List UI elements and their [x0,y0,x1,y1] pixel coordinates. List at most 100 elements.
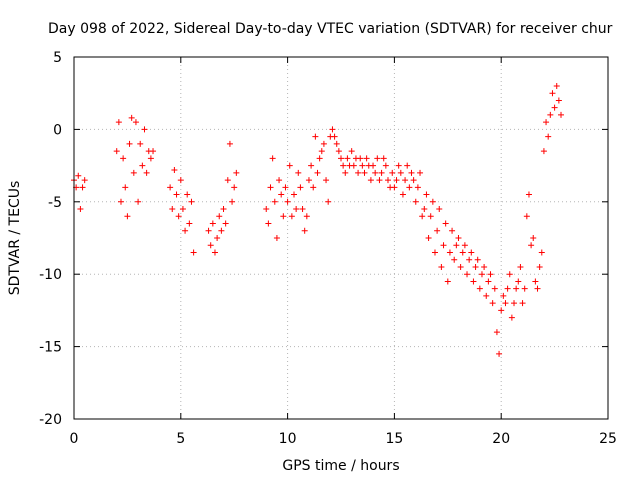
data-point [500,292,507,299]
y-tick-label: 0 [53,122,62,138]
data-point [470,278,477,285]
data-point [536,263,543,270]
data-point [207,242,214,249]
data-point [226,140,233,147]
data-point [461,242,468,249]
data-point [540,148,547,155]
data-point [171,166,178,173]
data-point [167,184,174,191]
data-point [478,271,485,278]
data-point [528,242,535,249]
data-point [182,227,189,234]
data-point [77,206,84,213]
data-point [340,162,347,169]
x-axis-ticks: 0 5 10 15 20 25 [70,57,617,447]
data-point [391,184,398,191]
data-point [173,191,180,198]
data-point [446,249,453,256]
data-point [344,155,351,162]
data-point [517,263,524,270]
data-point [412,198,419,205]
data-point [382,162,389,169]
data-point [282,184,289,191]
data-point [464,271,471,278]
data-point [395,162,402,169]
data-point [169,206,176,213]
data-point [493,329,500,336]
data-point [468,249,475,256]
data-point [137,140,144,147]
data-point [179,206,186,213]
data-point [410,177,417,184]
data-point [502,300,509,307]
data-point [293,206,300,213]
data-point [188,198,195,205]
data-point [186,220,193,227]
data-point [113,148,120,155]
data-point [214,235,221,241]
data-point [408,169,415,176]
data-point [436,206,443,213]
data-point [331,133,338,140]
data-point [229,198,236,205]
y-tick-label: -5 [48,195,62,211]
data-point [333,140,340,147]
data-point [449,227,456,234]
data-point [284,198,291,205]
data-point [543,119,550,126]
data-point [431,249,438,256]
data-point [209,220,216,227]
data-point [423,191,430,198]
data-point [338,155,344,162]
data-point [429,198,436,205]
data-point [438,263,445,270]
data-point [269,155,276,162]
data-point [303,213,310,220]
data-point [504,285,511,292]
data-point [211,249,218,256]
data-point [419,213,426,220]
data-point [222,220,229,227]
grid [74,57,608,419]
data-point [498,307,505,314]
x-tick-label: 25 [599,431,617,447]
data-point [459,249,466,256]
data-point [555,97,562,104]
data-point [323,177,330,184]
data-point [515,278,522,285]
data-point [361,169,368,176]
data-point [355,169,362,176]
data-point [406,184,413,191]
data-point [271,198,278,205]
data-point [442,220,449,227]
data-point [370,162,377,169]
x-tick-label: 15 [385,431,403,447]
data-point [175,213,182,220]
data-point [397,169,404,176]
data-point [335,148,342,155]
plot-frame [73,56,609,420]
data-point [404,162,411,169]
data-point [273,235,280,241]
data-point [218,227,225,234]
data-point [147,155,154,162]
data-point [297,184,304,191]
data-point [126,140,133,147]
data-point [139,162,146,169]
data-point [316,155,323,162]
data-point [224,177,231,184]
data-point [190,249,197,256]
data-point [132,119,139,126]
data-point [530,235,537,241]
data-point [291,191,298,198]
data-point [124,213,131,220]
data-point [519,300,526,307]
data-point [267,184,274,191]
data-point [380,155,387,162]
data-point [216,213,223,220]
data-point [295,169,302,176]
data-point [233,169,240,176]
data-point [421,206,428,213]
